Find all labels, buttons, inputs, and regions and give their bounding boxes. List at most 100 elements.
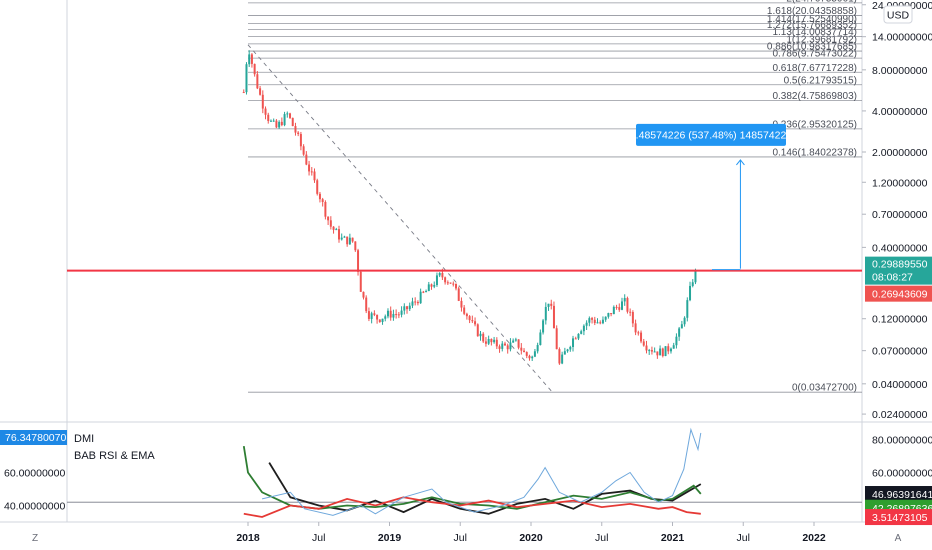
- candle-body: [291, 117, 294, 127]
- candle-body: [343, 236, 346, 238]
- candle-body: [607, 313, 610, 317]
- last-price-badge: [865, 256, 932, 285]
- candle-body: [533, 351, 536, 357]
- price-axis[interactable]: 24.0000000014.000000008.000000004.000000…: [862, 0, 932, 421]
- candle-body: [691, 282, 694, 286]
- candle-body: [433, 285, 436, 287]
- corner-right-label[interactable]: A: [895, 533, 902, 544]
- candle-body: [531, 356, 534, 359]
- fib-level-label: 0(0.03472700): [792, 383, 857, 394]
- candle-body: [395, 313, 398, 315]
- candle-body: [604, 316, 607, 320]
- candle-body: [294, 126, 297, 133]
- candle-body: [408, 305, 411, 310]
- candle-body: [528, 355, 531, 359]
- candle-body: [362, 291, 365, 298]
- candle-body: [253, 63, 256, 75]
- legend-dmi[interactable]: DMI: [74, 433, 94, 445]
- indicator-series-3: [261, 427, 702, 516]
- candle-body: [577, 333, 580, 339]
- candle-body: [299, 134, 302, 147]
- candle-body: [561, 354, 564, 364]
- candle-body: [256, 74, 259, 89]
- candle-body: [680, 324, 683, 329]
- candle-body: [661, 348, 664, 357]
- candles: [242, 50, 697, 365]
- candle-body: [419, 291, 422, 304]
- candle-body: [280, 121, 283, 126]
- candle-body: [427, 284, 430, 292]
- candle-body: [517, 339, 520, 348]
- candle-body: [354, 241, 357, 251]
- fib-level-label: 2(24.76755961): [786, 0, 857, 4]
- candle-body: [457, 288, 460, 301]
- candle-body: [523, 350, 526, 353]
- projection-arrowhead: [736, 159, 745, 166]
- time-tick-label: 2022: [802, 532, 826, 544]
- candle-body: [678, 328, 681, 337]
- candle-body: [406, 306, 409, 310]
- candle-body: [694, 270, 697, 283]
- time-tick-label: 2021: [661, 532, 685, 544]
- candle-body: [261, 94, 264, 109]
- candle-body: [425, 291, 428, 293]
- candle-body: [329, 220, 332, 227]
- fibonacci-retracement[interactable]: 0(0.03472700) 0.146(1.84022378) 0.236(2.95…: [247, 0, 862, 394]
- candle-body: [566, 349, 569, 352]
- candle-body: [596, 322, 599, 324]
- indicator-value-red: 3.51473105: [872, 512, 928, 524]
- candle-body: [449, 282, 452, 284]
- candle-body: [335, 229, 338, 231]
- projection-label-box[interactable]: [636, 123, 786, 146]
- candle-body: [648, 350, 651, 352]
- price-pane[interactable]: 1.48574226 (537.48%) 148574226: [67, 50, 862, 365]
- currency-button[interactable]: USD: [883, 5, 913, 24]
- candle-body: [272, 120, 275, 122]
- candle-body: [525, 352, 528, 356]
- bar-countdown: 08:08:27: [872, 272, 913, 284]
- candle-body: [544, 306, 547, 321]
- candle-body: [283, 114, 286, 126]
- candle-body: [675, 336, 678, 346]
- candle-body: [629, 311, 632, 313]
- fib-trend-line[interactable]: [247, 44, 553, 393]
- fib-level-label: 1.272(15.76689352): [767, 20, 857, 31]
- time-tick-label: 2020: [519, 532, 543, 544]
- time-tick-label: Jul: [312, 532, 325, 544]
- indicator-badge-black: [865, 486, 932, 503]
- candle-body: [509, 342, 512, 350]
- indicator-tick-right: 60.00000000: [872, 468, 932, 480]
- candle-body: [289, 113, 292, 118]
- candle-body: [487, 338, 490, 344]
- legend-rsi-ema[interactable]: BAB RSI & EMA: [74, 450, 155, 462]
- candle-body: [550, 303, 553, 306]
- time-axis[interactable]: 2018 Jul 2019 Jul 2020 Jul 2021 Jul 2022: [236, 522, 826, 544]
- candle-body: [495, 339, 498, 347]
- candle-body: [563, 351, 566, 355]
- time-tick-label: Jul: [595, 532, 608, 544]
- candle-body: [370, 313, 373, 319]
- price-tick-label: 0.04000000: [872, 379, 928, 391]
- candle-body: [351, 237, 354, 242]
- candle-body: [376, 314, 379, 320]
- candle-body: [435, 275, 438, 286]
- indicator-badge-red: [865, 509, 932, 526]
- candle-body: [316, 180, 319, 194]
- corner-left-label[interactable]: Z: [32, 533, 38, 544]
- time-tick-label: Jul: [454, 532, 467, 544]
- fib-level-label: 1.414(17.52540990): [767, 14, 857, 25]
- price-tick-label: 1.20000000: [872, 177, 928, 189]
- candle-body: [465, 313, 468, 317]
- candle-body: [645, 345, 648, 351]
- candle-body: [471, 320, 474, 322]
- candle-body: [615, 306, 618, 308]
- candle-body: [580, 331, 583, 334]
- candle-body: [650, 350, 653, 352]
- price-tick-label: 0.12000000: [872, 314, 928, 326]
- candle-body: [242, 92, 245, 94]
- candle-body: [384, 316, 387, 319]
- candle-body: [313, 171, 316, 181]
- other-price-badge: [865, 285, 932, 302]
- candle-body: [490, 338, 493, 343]
